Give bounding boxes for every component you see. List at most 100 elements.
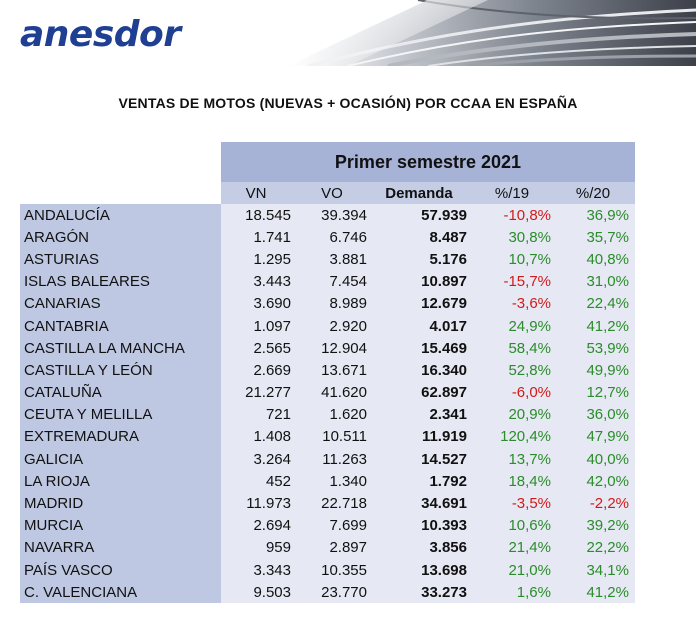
cell-demanda: 4.017 xyxy=(371,314,473,338)
cell-p20: 40,0% xyxy=(557,448,635,471)
cell-vn: 2.565 xyxy=(221,337,297,360)
cell-demanda: 2.341 xyxy=(371,403,473,426)
motion-blur-graphic xyxy=(288,0,696,66)
cell-p20: 31,0% xyxy=(557,270,635,293)
table-row: ASTURIAS 1.295 3.881 5.176 10,7% 40,8% xyxy=(20,248,635,271)
cell-vn: 3.443 xyxy=(221,270,297,293)
cell-p19: 10,7% xyxy=(473,248,557,271)
region-name: CASTILLA LA MANCHA xyxy=(20,337,221,360)
cell-vn: 1.295 xyxy=(221,248,297,271)
cell-vo: 39.394 xyxy=(297,204,371,227)
col-header-demanda: Demanda xyxy=(371,182,473,204)
region-name: CANARIAS xyxy=(20,292,221,315)
cell-vo: 7.454 xyxy=(297,270,371,293)
region-name: CANTABRIA xyxy=(20,314,221,338)
semester-label: Primer semestre 2021 xyxy=(221,142,635,182)
cell-vn: 3.343 xyxy=(221,559,297,582)
column-header-row: VN VO Demanda %/19 %/20 xyxy=(20,182,635,204)
cell-p20: 22,2% xyxy=(557,536,635,559)
cell-p19: 21,0% xyxy=(473,559,557,582)
cell-demanda: 10.897 xyxy=(371,270,473,293)
cell-p19: 120,4% xyxy=(473,425,557,449)
region-name: ISLAS BALEARES xyxy=(20,270,221,293)
cell-demanda: 57.939 xyxy=(371,204,473,227)
region-name: CEUTA Y MELILLA xyxy=(20,403,221,426)
table-row: MURCIA 2.694 7.699 10.393 10,6% 39,2% xyxy=(20,514,635,537)
cell-p20: 35,7% xyxy=(557,226,635,249)
cell-vn: 2.669 xyxy=(221,359,297,382)
cell-demanda: 34.691 xyxy=(371,492,473,515)
cell-vn: 1.408 xyxy=(221,425,297,449)
col-header-vo: VO xyxy=(297,182,371,204)
cell-p20: 22,4% xyxy=(557,292,635,315)
cell-vn: 1.741 xyxy=(221,226,297,249)
table-row: MADRID 11.973 22.718 34.691 -3,5% -2,2% xyxy=(20,492,635,515)
cell-vo: 10.511 xyxy=(297,425,371,449)
cell-p19: -15,7% xyxy=(473,270,557,293)
cell-demanda: 10.393 xyxy=(371,514,473,537)
cell-vo: 8.989 xyxy=(297,292,371,315)
cell-vn: 959 xyxy=(221,536,297,559)
cell-p19: 10,6% xyxy=(473,514,557,537)
cell-vo: 6.746 xyxy=(297,226,371,249)
cell-p20: 36,0% xyxy=(557,403,635,426)
region-name: MADRID xyxy=(20,492,221,515)
cell-vo: 1.340 xyxy=(297,470,371,493)
region-name: ARAGÓN xyxy=(20,226,221,249)
cell-vn: 3.264 xyxy=(221,448,297,471)
col-header-p19: %/19 xyxy=(473,182,557,204)
cell-demanda: 8.487 xyxy=(371,226,473,249)
table-row: CEUTA Y MELILLA 721 1.620 2.341 20,9% 36,0% xyxy=(20,403,635,426)
cell-vn: 2.694 xyxy=(221,514,297,537)
region-name: PAÍS VASCO xyxy=(20,559,221,582)
cell-vo: 41.620 xyxy=(297,381,371,404)
cell-p19: 1,6% xyxy=(473,581,557,604)
col-header-p20: %/20 xyxy=(557,182,635,204)
cell-demanda: 11.919 xyxy=(371,425,473,449)
cell-p19: 21,4% xyxy=(473,536,557,559)
table-row: C. VALENCIANA 9.503 23.770 33.273 1,6% 41,2% xyxy=(20,581,635,604)
cell-p20: 41,2% xyxy=(557,581,635,604)
cell-demanda: 14.527 xyxy=(371,448,473,471)
cell-p19: 52,8% xyxy=(473,359,557,382)
cell-p20: 12,7% xyxy=(557,381,635,404)
sales-table: Primer semestre 2021 VN VO Demanda %/19 … xyxy=(20,142,635,604)
table-row: CANARIAS 3.690 8.989 12.679 -3,6% 22,4% xyxy=(20,292,635,315)
region-name: EXTREMADURA xyxy=(20,425,221,449)
cell-vo: 22.718 xyxy=(297,492,371,515)
brand-logo: anesdor xyxy=(20,14,181,55)
cell-vo: 11.263 xyxy=(297,448,371,471)
cell-p19: -6,0% xyxy=(473,381,557,404)
cell-vo: 23.770 xyxy=(297,581,371,604)
region-name: CATALUÑA xyxy=(20,381,221,404)
region-name: MURCIA xyxy=(20,514,221,537)
region-name: LA RIOJA xyxy=(20,470,221,493)
cell-p19: 20,9% xyxy=(473,403,557,426)
cell-p20: 34,1% xyxy=(557,559,635,582)
cell-p20: -2,2% xyxy=(557,492,635,515)
header-banner-image xyxy=(268,0,696,66)
table-row: ISLAS BALEARES 3.443 7.454 10.897 -15,7% 31,0… xyxy=(20,270,635,293)
cell-p19: -3,5% xyxy=(473,492,557,515)
cell-p19: 18,4% xyxy=(473,470,557,493)
cell-p20: 39,2% xyxy=(557,514,635,537)
table-row: CASTILLA Y LEÓN 2.669 13.671 16.340 52,8% 49,… xyxy=(20,359,635,382)
table-body: ANDALUCÍA 18.545 39.394 57.939 -10,8% 36,9% AR… xyxy=(20,204,635,604)
cell-vo: 2.920 xyxy=(297,314,371,338)
table-row: NAVARRA 959 2.897 3.856 21,4% 22,2% xyxy=(20,536,635,559)
cell-p19: -3,6% xyxy=(473,292,557,315)
table-row: GALICIA 3.264 11.263 14.527 13,7% 40,0% xyxy=(20,448,635,471)
semester-header-row: Primer semestre 2021 xyxy=(20,142,635,182)
cell-p19: -10,8% xyxy=(473,204,557,227)
cell-vn: 9.503 xyxy=(221,581,297,604)
cell-p19: 58,4% xyxy=(473,337,557,360)
cell-demanda: 5.176 xyxy=(371,248,473,271)
cell-vn: 1.097 xyxy=(221,314,297,338)
region-name: C. VALENCIANA xyxy=(20,581,221,604)
cell-demanda: 3.856 xyxy=(371,536,473,559)
region-name: GALICIA xyxy=(20,448,221,471)
cell-vn: 18.545 xyxy=(221,204,297,227)
blank-corner-2 xyxy=(20,182,221,204)
cell-vn: 11.973 xyxy=(221,492,297,515)
table-row: EXTREMADURA 1.408 10.511 11.919 120,4% 47,9% xyxy=(20,425,635,449)
